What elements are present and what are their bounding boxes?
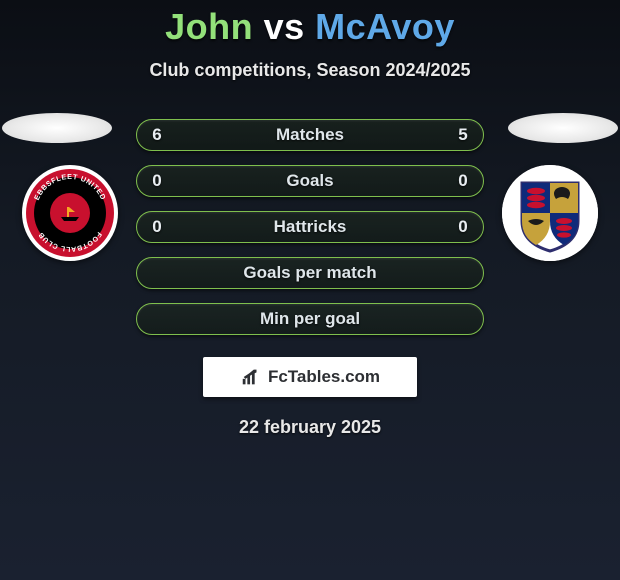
vs-label: vs	[264, 6, 305, 47]
crest-text: EBBSFLEET UNITED FOOTBALL CLUB	[22, 165, 118, 261]
club-badge-left: EBBSFLEET UNITED FOOTBALL CLUB	[22, 165, 118, 261]
player1-photo-placeholder	[2, 113, 112, 143]
stat-right-value: 0	[457, 217, 469, 237]
comparison-date: 22 february 2025	[0, 417, 620, 438]
stat-label: Min per goal	[260, 309, 360, 329]
stat-left-value: 0	[151, 171, 163, 191]
wealdstone-crest	[502, 165, 598, 261]
stat-row-gpm: Goals per match	[136, 257, 484, 289]
attribution-text: FcTables.com	[268, 367, 380, 387]
attribution-badge[interactable]: FcTables.com	[203, 357, 417, 397]
svg-text:EBBSFLEET UNITED: EBBSFLEET UNITED	[32, 172, 108, 201]
stat-row-mpg: Min per goal	[136, 303, 484, 335]
stat-label: Hattricks	[274, 217, 347, 237]
stat-left-value: 0	[151, 217, 163, 237]
content-area: EBBSFLEET UNITED FOOTBALL CLUB	[0, 119, 620, 438]
stat-right-value: 5	[457, 125, 469, 145]
comparison-card: John vs McAvoy Club competitions, Season…	[0, 0, 620, 580]
player1-name: John	[165, 6, 253, 47]
svg-text:FOOTBALL CLUB: FOOTBALL CLUB	[38, 230, 103, 252]
stat-row-goals: 0 Goals 0	[136, 165, 484, 197]
stat-row-hattricks: 0 Hattricks 0	[136, 211, 484, 243]
bar-chart-icon	[240, 366, 262, 388]
subtitle: Club competitions, Season 2024/2025	[0, 60, 620, 81]
stat-label: Matches	[276, 125, 344, 145]
stat-pills: 6 Matches 5 0 Goals 0 0 Hattricks 0 Goal…	[136, 119, 484, 335]
player2-photo-placeholder	[508, 113, 618, 143]
page-title: John vs McAvoy	[0, 6, 620, 48]
club-badge-right	[502, 165, 598, 261]
stat-label: Goals per match	[243, 263, 376, 283]
stat-left-value: 6	[151, 125, 163, 145]
ebbsfleet-crest: EBBSFLEET UNITED FOOTBALL CLUB	[22, 165, 118, 261]
stat-right-value: 0	[457, 171, 469, 191]
stat-label: Goals	[286, 171, 333, 191]
player2-name: McAvoy	[315, 6, 455, 47]
stat-row-matches: 6 Matches 5	[136, 119, 484, 151]
